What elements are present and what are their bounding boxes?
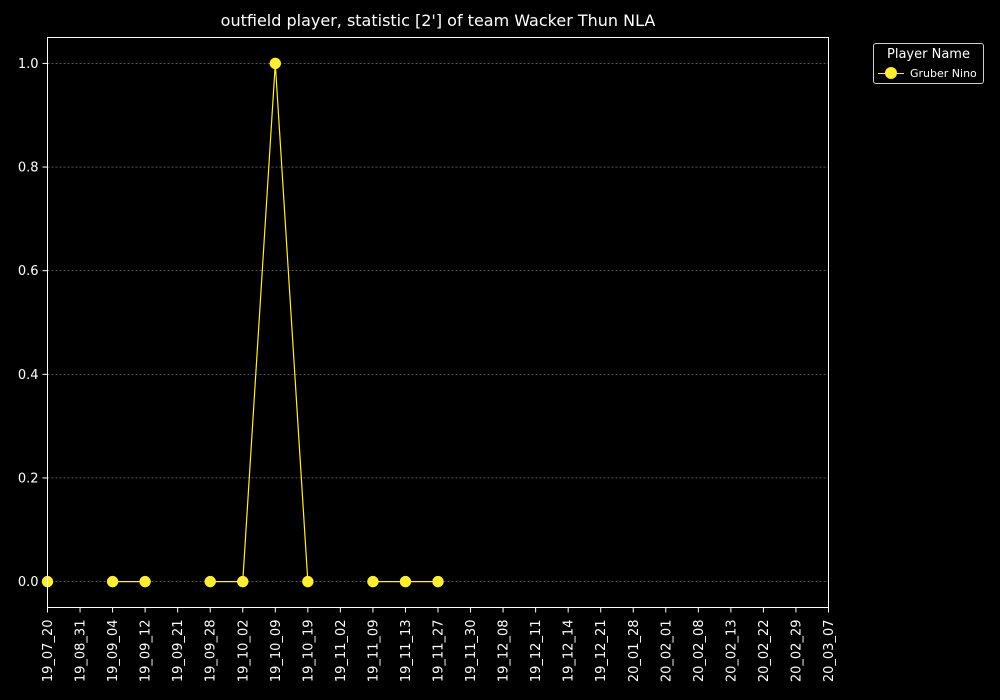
x-tick-label: 19_09_04 xyxy=(106,620,121,683)
data-point xyxy=(204,575,216,588)
x-tick-label: 19_09_12 xyxy=(139,620,154,683)
plot-frame xyxy=(47,37,829,608)
data-point xyxy=(139,575,151,588)
y-tick-label: 0.4 xyxy=(18,368,39,383)
x-tick-label: 20_02_22 xyxy=(757,620,772,683)
data-point xyxy=(432,575,444,588)
legend-entry: Gruber Nino xyxy=(878,66,982,82)
data-point xyxy=(106,575,119,588)
y-tick-label: 0.2 xyxy=(18,471,39,486)
x-tick-label: 19_09_21 xyxy=(171,620,186,683)
x-tick-label: 19_11_30 xyxy=(464,620,479,683)
x-tick-label: 19_08_31 xyxy=(74,620,89,683)
y-tick-label: 0.6 xyxy=(18,264,39,279)
x-tick-label: 19_11_02 xyxy=(334,620,349,683)
x-tick-label: 20_02_08 xyxy=(692,620,707,683)
x-tick-label: 19_10_09 xyxy=(269,620,284,683)
x-tick-label: 19_11_09 xyxy=(366,620,381,683)
y-tick-label: 0.0 xyxy=(18,575,39,590)
data-point xyxy=(399,575,412,588)
chart-title: outfield player, statistic [2'] of team … xyxy=(220,11,656,30)
x-tick-label: 19_10_19 xyxy=(301,620,316,683)
y-tick-label: 0.8 xyxy=(18,161,39,176)
x-tick-label: 19_09_28 xyxy=(204,620,219,683)
data-point xyxy=(302,575,314,588)
x-tick-label: 20_02_13 xyxy=(724,620,739,683)
x-tick-label: 20_02_29 xyxy=(789,620,804,683)
x-tick-label: 19_07_20 xyxy=(41,620,56,683)
plot-area xyxy=(47,37,829,608)
x-tick-label: 19_11_13 xyxy=(399,620,414,683)
series-line xyxy=(210,63,309,583)
legend-label: Gruber Nino xyxy=(910,67,977,80)
series-group xyxy=(41,57,444,588)
x-tick-label: 20_03_07 xyxy=(822,620,837,683)
legend: Player Name Gruber Nino xyxy=(873,43,984,84)
data-point xyxy=(367,575,379,588)
legend-title: Player Name xyxy=(887,47,970,62)
y-axis-ticks: 0.0 0.2 0.4 0.6 0.8 1.0 xyxy=(18,57,48,590)
x-tick-label: 20_01_28 xyxy=(627,620,642,683)
x-tick-label: 19_11_27 xyxy=(432,620,447,683)
legend-marker-icon xyxy=(885,67,897,79)
x-tick-label: 20_02_01 xyxy=(659,620,674,683)
data-point xyxy=(237,575,249,588)
x-tick-label: 19_12_14 xyxy=(562,620,577,683)
x-tick-label: 19_12_11 xyxy=(529,620,544,683)
x-axis-ticks: 19_07_20 19_08_31 19_09_04 19_09_12 19_09_21… xyxy=(41,607,837,683)
x-tick-label: 19_12_08 xyxy=(497,620,512,683)
x-tick-label: 19_10_02 xyxy=(236,620,251,683)
y-tick-label: 1.0 xyxy=(18,57,39,72)
data-point xyxy=(269,57,282,70)
x-tick-label: 19_12_21 xyxy=(594,620,609,683)
